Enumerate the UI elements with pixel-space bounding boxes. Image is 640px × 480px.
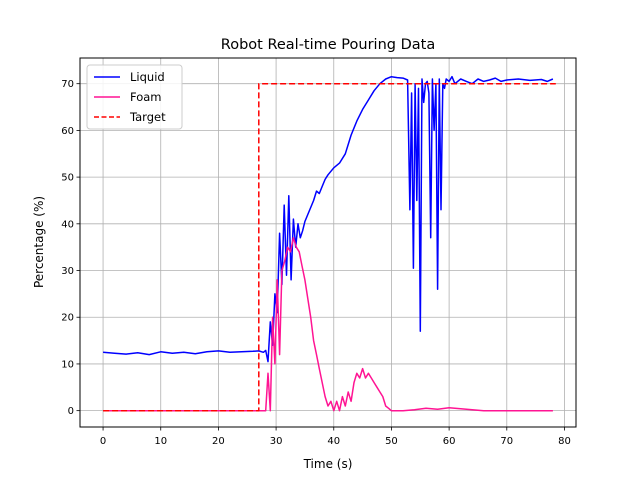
legend: Liquid Foam Target <box>86 64 183 130</box>
series-line-liquid <box>103 75 554 363</box>
y-tick-label: 60 <box>61 126 74 137</box>
y-tick-label: 30 <box>61 266 74 277</box>
legend-label-target: Target <box>129 110 166 124</box>
x-tick-label: 80 <box>558 436 571 447</box>
y-tick-label: 20 <box>61 313 74 324</box>
x-tick-label: 20 <box>212 436 225 447</box>
x-tick-label: 30 <box>270 436 283 447</box>
plot-frame <box>79 57 577 428</box>
x-tick-label: 40 <box>327 436 340 447</box>
plot-series <box>103 75 556 412</box>
y-tick-label: 10 <box>61 359 74 370</box>
x-tick-label: 70 <box>500 436 513 447</box>
legend-label-foam: Foam <box>130 90 162 104</box>
y-axis-ticks: 0 10 20 30 40 50 60 70 <box>61 79 80 417</box>
legend-label-liquid: Liquid <box>130 70 165 84</box>
y-tick-label: 40 <box>61 219 74 230</box>
x-tick-label: 0 <box>100 436 106 447</box>
y-tick-label: 50 <box>61 173 74 184</box>
legend-box <box>86 64 183 130</box>
x-tick-label: 60 <box>443 436 456 447</box>
y-axis-label: Percentage (%) <box>32 196 46 288</box>
y-tick-label: 0 <box>68 406 74 417</box>
y-tick-label: 70 <box>61 79 74 90</box>
x-axis-label: Time (s) <box>303 457 353 471</box>
x-tick-label: 10 <box>154 436 167 447</box>
chart-title: Robot Real-time Pouring Data <box>221 37 435 53</box>
x-axis-ticks: 0 10 20 30 40 50 60 70 80 <box>100 427 571 447</box>
series-line-foam <box>103 237 553 412</box>
series-line-target <box>103 82 556 412</box>
x-tick-label: 50 <box>385 436 398 447</box>
